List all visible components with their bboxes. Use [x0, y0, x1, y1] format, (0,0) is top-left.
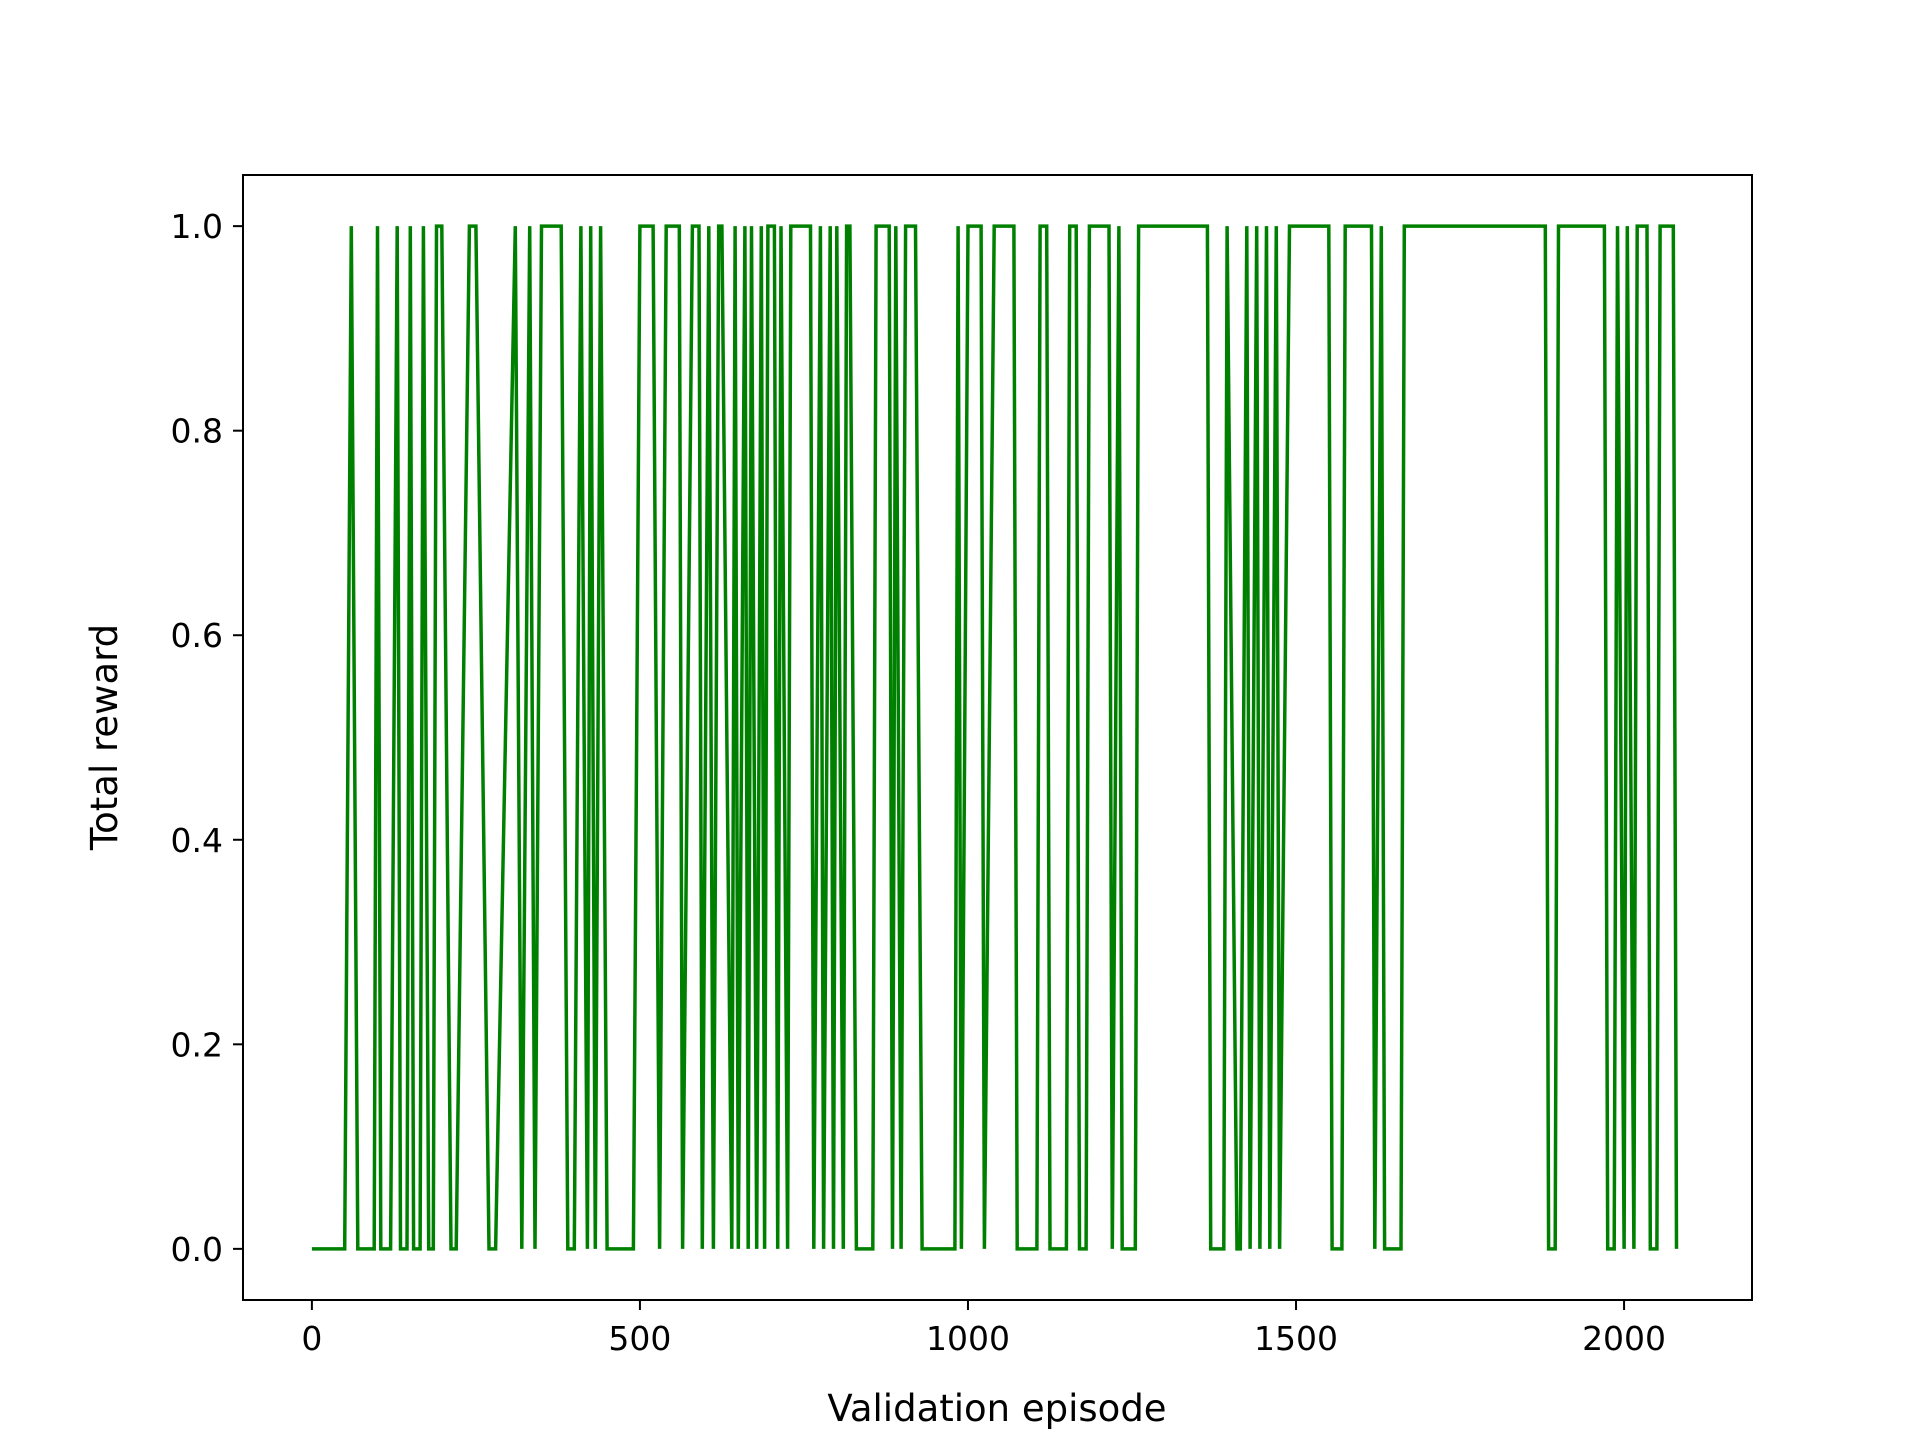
x-axis-label: Validation episode [827, 1387, 1166, 1430]
y-tick-label: 1.0 [171, 207, 223, 246]
x-tick-label: 1000 [926, 1319, 1010, 1358]
y-axis: 0.0 0.2 0.4 0.6 0.8 1.0 [171, 207, 243, 1269]
x-tick-label: 0 [301, 1319, 322, 1358]
plot-area [311, 224, 1679, 1251]
y-tick-label: 0.8 [171, 412, 223, 451]
y-tick-label: 0.4 [171, 821, 223, 860]
x-axis: 0 500 1000 1500 2000 [301, 1300, 1666, 1358]
series-line-0 [311, 224, 1679, 1251]
y-tick-label: 0.0 [171, 1230, 223, 1269]
x-tick-label: 2000 [1582, 1319, 1666, 1358]
x-tick-label: 500 [608, 1319, 671, 1358]
y-tick-label: 0.2 [171, 1025, 223, 1064]
y-tick-label: 0.6 [171, 616, 223, 655]
x-tick-label: 1500 [1254, 1319, 1338, 1358]
y-axis-label: Total reward [83, 624, 126, 851]
plot-frame [242, 174, 1753, 1301]
